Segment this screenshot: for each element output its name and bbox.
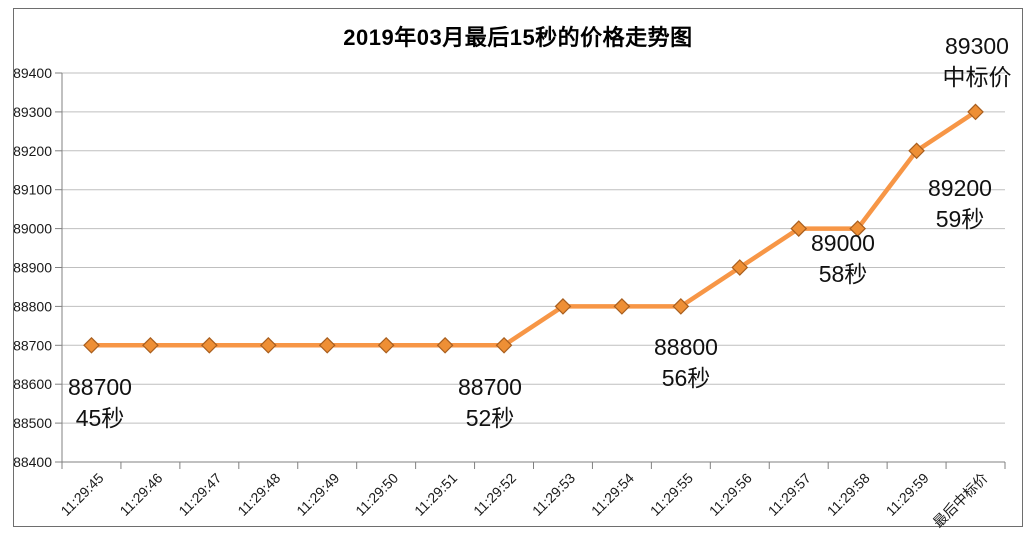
x-axis-tick-label: 11:29:46 xyxy=(116,470,165,519)
data-point-marker xyxy=(731,259,749,276)
annotation-label: 56秒 xyxy=(662,365,711,391)
x-axis-tick-label: 最后中标价 xyxy=(930,470,991,531)
annotation-value: 88700 xyxy=(68,374,132,400)
y-axis-tick-label: 89100 xyxy=(13,182,52,198)
x-axis-tick-label: 11:29:52 xyxy=(470,470,519,519)
data-point-marker xyxy=(142,336,159,354)
data-point-marker xyxy=(672,298,690,315)
x-axis-tick-label: 11:29:49 xyxy=(293,470,342,519)
data-point-marker xyxy=(554,298,572,315)
y-axis-tick-label: 89000 xyxy=(13,221,52,237)
x-axis-tick-label: 11:29:55 xyxy=(647,470,696,519)
annotation-value: 89200 xyxy=(928,175,992,201)
x-axis-tick-label: 11:29:48 xyxy=(234,470,283,519)
y-axis-tick-label: 89200 xyxy=(13,143,52,159)
data-point-marker xyxy=(436,336,454,354)
data-point-marker xyxy=(318,336,336,354)
x-axis-tick-label: 11:29:54 xyxy=(588,470,637,519)
x-axis-tick-label: 11:29:57 xyxy=(765,470,814,519)
annotation-value: 88800 xyxy=(654,334,718,360)
y-axis-tick-label: 89300 xyxy=(13,104,52,120)
x-axis-tick-label: 11:29:53 xyxy=(529,470,578,519)
y-axis-tick-label: 88700 xyxy=(13,337,52,353)
annotation-label: 52秒 xyxy=(466,405,515,431)
data-point-marker xyxy=(259,336,277,354)
y-axis-tick-label: 88400 xyxy=(13,454,52,470)
y-axis-tick-label: 88500 xyxy=(13,415,52,431)
y-axis-tick-label: 88600 xyxy=(13,376,52,392)
annotation-label: 中标价 xyxy=(943,64,1012,90)
annotation-value: 88700 xyxy=(458,374,522,400)
x-axis-tick-label: 11:29:47 xyxy=(175,470,224,519)
x-axis-tick-label: 11:29:59 xyxy=(883,470,932,519)
data-point-marker xyxy=(377,336,395,354)
x-axis-tick-label: 11:29:56 xyxy=(706,470,755,519)
data-point-marker xyxy=(200,336,218,354)
chart-title: 2019年03月最后15秒的价格走势图 xyxy=(343,25,693,50)
data-point-marker xyxy=(908,142,925,160)
x-axis-tick-label: 11:29:51 xyxy=(411,470,460,519)
data-point-marker xyxy=(849,220,867,237)
data-point-marker xyxy=(613,298,631,315)
annotation-label: 58秒 xyxy=(819,261,868,287)
x-axis-tick-label: 11:29:50 xyxy=(352,470,401,519)
x-axis-tick-label: 11:29:58 xyxy=(824,470,873,519)
y-axis-tick-label: 88900 xyxy=(13,260,52,276)
y-axis-tick-label: 88800 xyxy=(13,298,52,314)
data-point-marker xyxy=(967,103,984,121)
x-axis-tick-label: 11:29:45 xyxy=(57,470,106,519)
annotation-value: 89000 xyxy=(811,230,875,256)
annotation-label: 45秒 xyxy=(76,405,125,431)
price-line xyxy=(89,109,978,348)
data-point-marker xyxy=(83,336,100,354)
data-point-marker xyxy=(495,336,513,354)
annotation-value: 89300 xyxy=(945,33,1009,59)
data-point-marker xyxy=(790,220,808,237)
y-axis-tick-label: 89400 xyxy=(13,65,52,81)
annotation-label: 59秒 xyxy=(936,206,985,232)
